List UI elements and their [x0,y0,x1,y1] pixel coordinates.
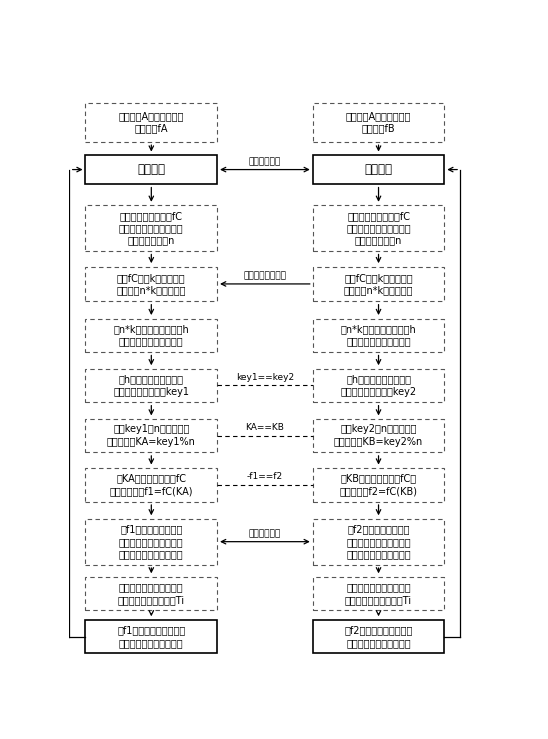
Text: 控制信道: 控制信道 [364,163,392,176]
Text: 控制信道: 控制信道 [138,163,165,176]
Text: 得到公共空闲频谱池fC
并按顺序从小到大排列，
并统计频点个数n: 得到公共空闲频谱池fC 并按顺序从小到大排列， 并统计频点个数n [119,211,184,245]
Bar [313,103,444,142]
Bar [313,577,444,610]
Bar [85,155,217,184]
Text: 以f2建立安全的通信链
路，利用已生成的密钥加
密数据在通信链路中传输: 以f2建立安全的通信链 路，利用已生成的密钥加 密数据在通信链路中传输 [346,524,411,559]
Text: -f1==f2: -f1==f2 [247,472,283,481]
Bar [85,620,217,653]
Text: 超过通信时间后更新密钥
并切换频谱，时间间隔Ti: 超过通信时间后更新密钥 并切换频谱，时间间隔Ti [118,582,185,605]
Text: 将KB代入公共频谱池fC得
到通信频点f2=fC(KB): 将KB代入公共频谱池fC得 到通信频点f2=fC(KB) [340,474,418,496]
Bar [85,369,217,402]
Bar [313,468,444,502]
Bar [313,369,444,402]
Text: 认知节点A频谱感知得到
感知结果fB: 认知节点A频谱感知得到 感知结果fB [346,111,411,133]
Text: 以f1建立安全的通信链
路，利用已生成的密钥加
密数据在通信链路中传输: 以f1建立安全的通信链 路，利用已生成的密钥加 密数据在通信链路中传输 [119,524,184,559]
Text: KA==KB: KA==KB [246,423,284,432]
Bar [313,519,444,565]
Text: 认知数据传输: 认知数据传输 [249,529,281,538]
Bar [85,419,217,452]
Bar [85,267,217,302]
Text: 利用fC执行k次密钥生成
机制获得n*k的密钥矩阵: 利用fC执行k次密钥生成 机制获得n*k的密钥矩阵 [344,273,413,295]
Bar [85,319,217,352]
Text: 超过通信时间后更新密钥
并切换频谱，时间间隔Ti: 超过通信时间后更新密钥 并切换频谱，时间间隔Ti [345,582,412,605]
Bar [313,419,444,452]
Text: 以f1作为控制信道执行新
的密钥生成机制更新密钥: 以f1作为控制信道执行新 的密钥生成机制更新密钥 [117,625,185,647]
Text: 感知结果互换: 感知结果互换 [249,157,281,166]
Bar [85,468,217,502]
Text: 将KA代入公共频谱池fC
得到通信频点f1=fC(KA): 将KA代入公共频谱池fC 得到通信频点f1=fC(KA) [110,474,193,496]
Bar [85,103,217,142]
Text: key1==key2: key1==key2 [236,373,294,382]
Text: 得到公共空闲频谱池fC
并按顺序从小到大排列，
并统计频点个数n: 得到公共空闲频谱池fC 并按顺序从小到大排列， 并统计频点个数n [346,211,411,245]
Bar [85,577,217,610]
Bar [85,205,217,251]
Text: 认知节点A频谱感知得到
感知结果fA: 认知节点A频谱感知得到 感知结果fA [118,111,184,133]
Bar [85,519,217,565]
Text: 建立key1到n个频点的映
射关系得到KA=key1%n: 建立key1到n个频点的映 射关系得到KA=key1%n [107,424,196,447]
Text: 将n*k的密钥矩阵拆分成h
个方阵，并分别求特征值: 将n*k的密钥矩阵拆分成h 个方阵，并分别求特征值 [341,324,416,347]
Text: 利用fC执行k次密钥生成
机制获得n*k的密钥矩阵: 利用fC执行k次密钥生成 机制获得n*k的密钥矩阵 [117,273,186,295]
Text: 建立key2到n个频点的映
射关系得到KB=key2%n: 建立key2到n个频点的映 射关系得到KB=key2%n [334,424,423,447]
Text: 将h个特征值利用融合准
则融合成一个长密钥key2: 将h个特征值利用融合准 则融合成一个长密钥key2 [340,374,416,397]
Text: 将h个特征值利用融合准
则融合成一个长密钥key1: 将h个特征值利用融合准 则融合成一个长密钥key1 [113,374,189,397]
Bar [313,155,444,184]
Bar [313,267,444,302]
Bar [313,319,444,352]
Bar [313,205,444,251]
Bar [313,620,444,653]
Text: 执行密钥生成机制: 执行密钥生成机制 [243,272,287,281]
Text: 以f2作为控制信道执行新
的密钥生成机制更新密钥: 以f2作为控制信道执行新 的密钥生成机制更新密钥 [344,625,413,647]
Text: 将n*k的密钥矩阵拆分成h
个方阵，并分别求特征值: 将n*k的密钥矩阵拆分成h 个方阵，并分别求特征值 [113,324,189,347]
